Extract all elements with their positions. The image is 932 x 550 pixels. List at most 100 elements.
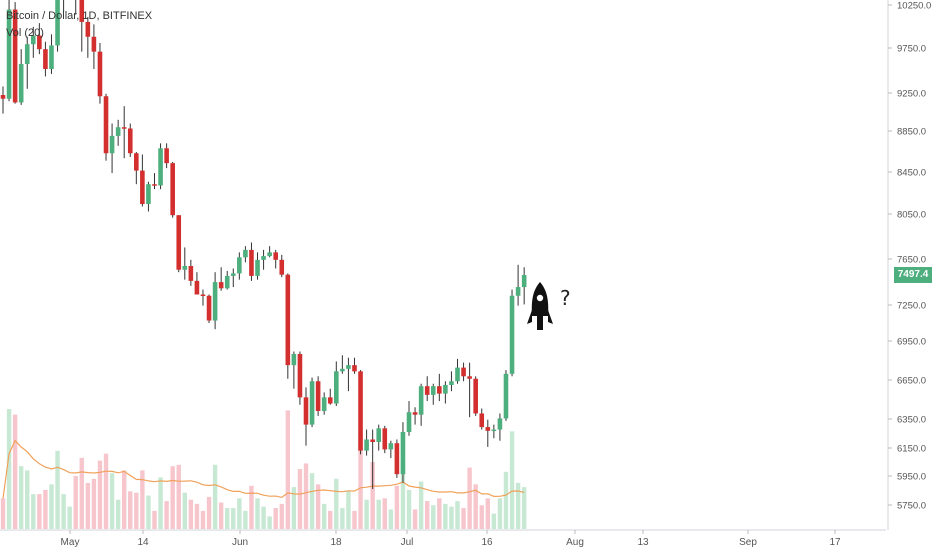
- last-price-tag: 7497.4: [894, 267, 932, 283]
- price-tick-label: 7650.0: [897, 255, 926, 266]
- time-tick-label: May: [61, 537, 80, 548]
- candle: [212, 272, 218, 330]
- volume-bar: [497, 498, 503, 529]
- candle-body: [473, 378, 478, 414]
- volume-bar: [364, 499, 369, 529]
- price-axis[interactable]: 10250.0 9750.0 9250.0 8850.0 8450.0 8050.0 765…: [887, 0, 931, 530]
- candle: [115, 119, 121, 146]
- candle: [358, 370, 363, 455]
- volume-bar: [358, 434, 363, 529]
- candle-body: [261, 256, 266, 260]
- candle: [75, 0, 77, 15]
- price-tick-label: 5950.0: [897, 472, 926, 483]
- candle-body: [321, 397, 327, 411]
- volume-bar: [31, 494, 36, 529]
- candle: [218, 267, 224, 291]
- candle-body: [164, 148, 169, 164]
- candle: [279, 254, 285, 278]
- candle-body: [212, 282, 218, 321]
- candle: [152, 173, 157, 190]
- candle: [334, 361, 339, 407]
- candle-body: [430, 386, 436, 395]
- volume-bar: [340, 508, 345, 529]
- price-tick-label: 6950.0: [897, 337, 926, 348]
- volume-bar: [146, 495, 151, 529]
- candle-body: [521, 275, 527, 288]
- candle: [182, 247, 188, 280]
- candle-body: [194, 280, 200, 295]
- volume-bar: [67, 506, 72, 529]
- candle-body: [346, 365, 351, 369]
- volume-bar: [485, 498, 490, 529]
- candle: [24, 36, 30, 89]
- candle: [467, 362, 472, 418]
- volume-bar: [164, 501, 169, 529]
- candle: [285, 273, 291, 379]
- volume-bar: [25, 470, 30, 529]
- volume-bar: [334, 478, 339, 529]
- volume-bar: [18, 466, 24, 529]
- candle: [37, 23, 42, 55]
- candle-body: [79, 0, 85, 22]
- candle-body: [449, 381, 454, 385]
- candle: [479, 408, 485, 430]
- candle: [85, 16, 91, 58]
- candle-body: [224, 275, 230, 289]
- volume-bar: [491, 513, 497, 529]
- candle: [200, 289, 206, 306]
- candle: [376, 424, 382, 451]
- candle: [158, 143, 163, 190]
- time-axis[interactable]: May 14 Jun 18 Jul 16 Aug 13 Sep 17: [0, 529, 886, 548]
- candle: [309, 377, 315, 428]
- candle-body: [503, 373, 509, 419]
- candle-body: [388, 443, 394, 450]
- volume-bar: [176, 464, 181, 529]
- volume-bar: [237, 498, 242, 529]
- volume-bar: [449, 506, 454, 529]
- candle: [243, 246, 248, 263]
- candle-body: [230, 273, 236, 276]
- candle-body: [418, 386, 424, 415]
- candle-body: [327, 397, 333, 404]
- time-tick-label: Jun: [232, 537, 248, 548]
- candle: [303, 387, 309, 446]
- volume-bar: [443, 503, 448, 529]
- candle: [388, 440, 394, 459]
- volume-bar: [418, 481, 424, 529]
- candle-body: [340, 368, 345, 372]
- volume-bar: [212, 464, 218, 529]
- candle-body: [97, 51, 103, 97]
- candle: [473, 376, 478, 416]
- candle-body: [146, 184, 151, 205]
- candle: [364, 429, 369, 456]
- candle: [437, 373, 442, 402]
- candle: [424, 376, 430, 402]
- candle: [43, 41, 48, 77]
- volume-indicator-label: Vol (20): [6, 27, 44, 39]
- volume-bar: [128, 491, 133, 529]
- candle: [12, 2, 18, 104]
- candle-body: [297, 353, 303, 398]
- candle-body: [6, 9, 12, 99]
- candle: [412, 407, 418, 425]
- candle-body: [437, 386, 442, 394]
- candle-body: [400, 432, 406, 475]
- volume-bar: [61, 494, 66, 529]
- volume-bar: [255, 498, 260, 529]
- volume-bar: [455, 501, 460, 529]
- volume-bar: [43, 489, 48, 529]
- volume-bar: [200, 510, 206, 529]
- candle-body: [273, 252, 278, 260]
- price-tick-label: 6650.0: [897, 376, 926, 387]
- candle: [485, 419, 491, 447]
- volume-bar: [152, 510, 157, 529]
- volume-bar: [279, 503, 284, 529]
- candle: [103, 93, 109, 161]
- candle: [370, 429, 375, 490]
- volume-bar: [218, 502, 224, 529]
- volume-ma-line: [2, 439, 525, 499]
- volume-bar: [115, 499, 121, 529]
- price-tick-label: 8450.0: [897, 168, 926, 179]
